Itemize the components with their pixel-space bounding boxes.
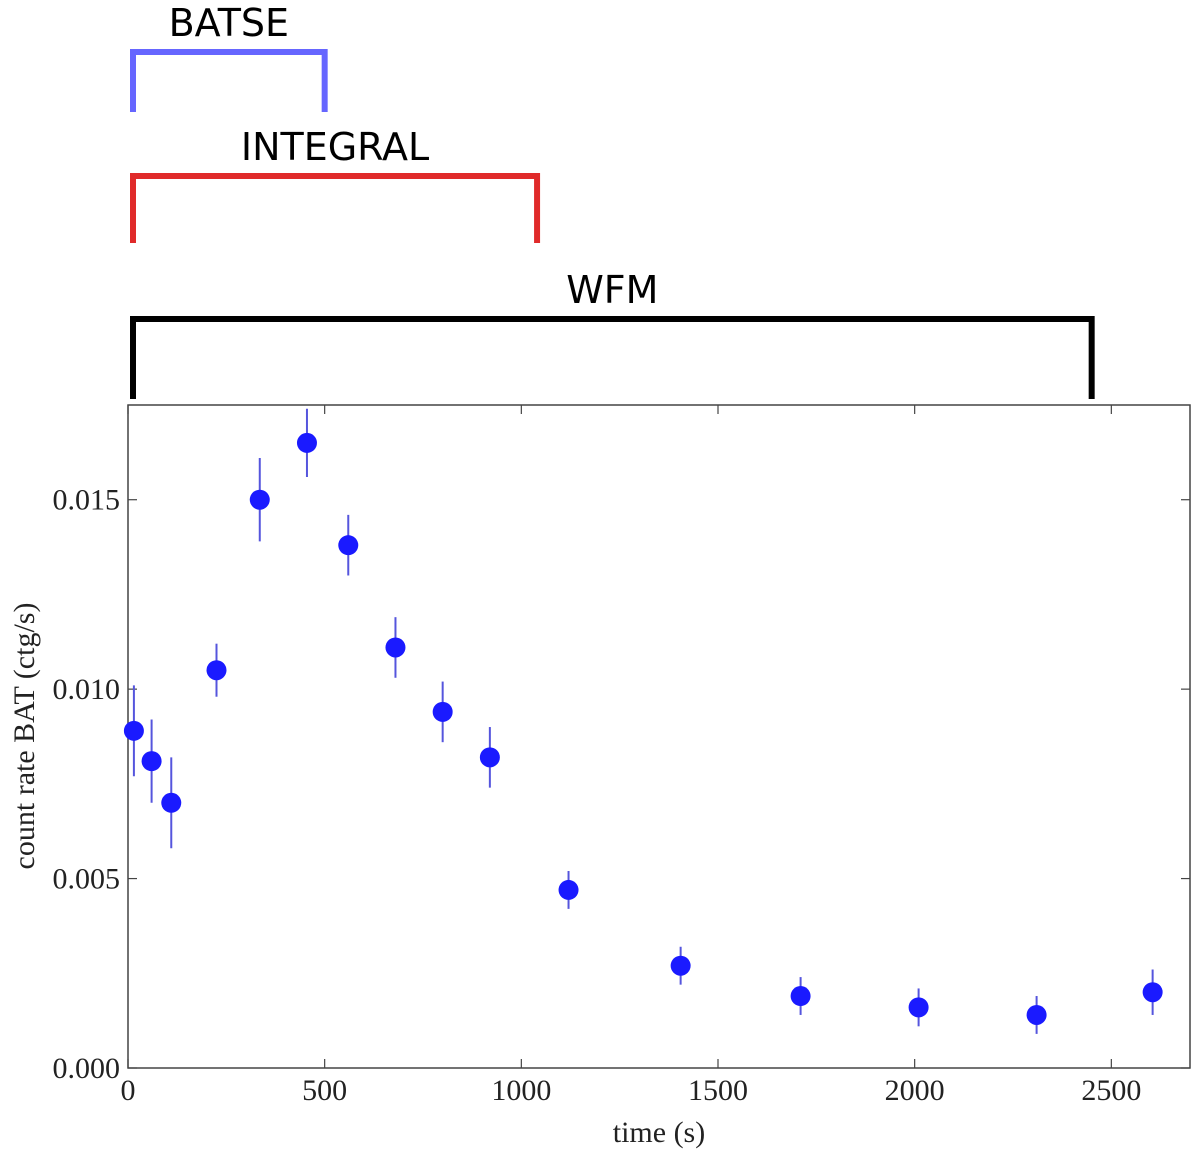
marker xyxy=(790,986,811,1007)
data-point xyxy=(1026,996,1047,1034)
x-tick-label: 500 xyxy=(302,1074,347,1107)
data-point xyxy=(161,757,182,849)
observation-brackets: BATSE INTEGRAL WFM xyxy=(130,1,1095,399)
marker xyxy=(296,432,317,453)
marker xyxy=(670,955,691,976)
marker xyxy=(123,720,144,741)
axis-ticks: 0 500 1000 1500 2000 2500 0.000 0.005 0.010 0.015 xyxy=(53,405,1190,1107)
marker xyxy=(1142,982,1163,1003)
x-tick-label: 2000 xyxy=(885,1074,945,1107)
bracket-label: WFM xyxy=(566,268,658,312)
data-point xyxy=(670,946,691,985)
plot-frame xyxy=(127,404,1191,1069)
bracket-label: INTEGRAL xyxy=(241,125,429,169)
marker xyxy=(908,997,929,1018)
y-axis-label: count rate BAT (ctg/s) xyxy=(8,603,41,870)
bracket-line xyxy=(130,316,1095,399)
y-tick-label: 0.015 xyxy=(53,484,121,517)
marker xyxy=(161,792,182,813)
marker xyxy=(338,535,359,556)
y-tick-label: 0.010 xyxy=(53,673,121,706)
data-point xyxy=(123,685,144,777)
x-axis-label: time (s) xyxy=(613,1116,705,1149)
data-point xyxy=(1142,969,1163,1015)
x-tick-label: 1500 xyxy=(688,1074,748,1107)
data-point xyxy=(296,408,317,477)
bracket-line xyxy=(130,173,541,243)
data-point xyxy=(338,514,359,576)
bracket-label: BATSE xyxy=(169,1,289,45)
data-point xyxy=(385,617,406,678)
marker xyxy=(479,747,500,768)
bracket-batse: BATSE xyxy=(130,1,328,112)
data-point xyxy=(141,719,162,803)
x-tick-label: 1000 xyxy=(491,1074,551,1107)
marker xyxy=(432,701,453,722)
y-tick-label: 0.000 xyxy=(53,1052,121,1085)
marker xyxy=(558,879,579,900)
marker xyxy=(249,489,270,510)
data-point xyxy=(206,643,227,697)
data-point xyxy=(558,870,579,909)
bracket-integral: INTEGRAL xyxy=(130,125,541,243)
data-points xyxy=(123,408,1163,1034)
data-point xyxy=(790,977,811,1015)
data-point xyxy=(432,681,453,743)
x-tick-label: 0 xyxy=(121,1074,136,1107)
y-tick-label: 0.005 xyxy=(53,863,121,896)
marker xyxy=(141,751,162,772)
data-point xyxy=(249,458,270,542)
x-tick-label: 2500 xyxy=(1081,1074,1141,1107)
bracket-wfm: WFM xyxy=(130,268,1095,399)
bracket-line xyxy=(130,49,328,112)
marker xyxy=(385,637,406,658)
data-point xyxy=(908,988,929,1027)
marker xyxy=(1026,1004,1047,1025)
marker xyxy=(206,660,227,681)
data-point xyxy=(479,727,500,788)
